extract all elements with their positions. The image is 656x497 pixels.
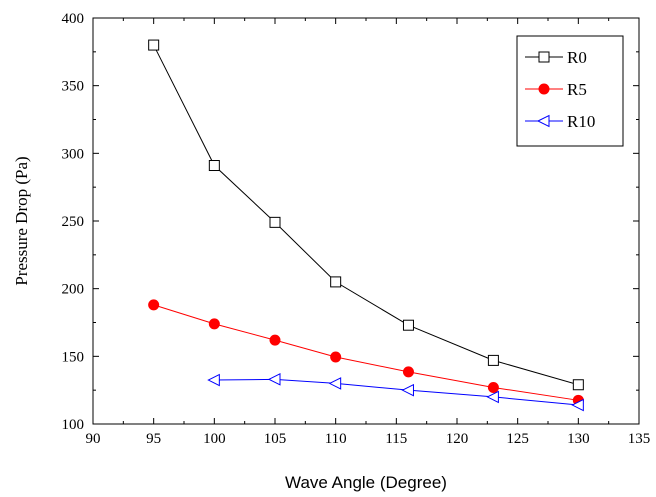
legend-label: R10: [567, 112, 595, 131]
data-point-r5: [402, 366, 414, 378]
x-tick-label: 135: [628, 431, 651, 447]
data-point-r5: [330, 351, 342, 363]
x-tick-label: 95: [146, 431, 161, 447]
x-tick-label: 115: [385, 431, 407, 447]
data-point-r0: [330, 276, 342, 288]
y-tick-label: 100: [62, 417, 85, 433]
legend-label: R5: [567, 80, 587, 99]
legend-item-r0: R0: [525, 48, 587, 67]
legend-item-r10: R10: [525, 112, 595, 131]
legend-marker: [538, 83, 550, 95]
y-tick-label: 350: [62, 79, 85, 95]
y-tick-label: 300: [62, 146, 85, 162]
legend-box: [516, 35, 624, 147]
legend: R0 R5 R10: [516, 35, 624, 147]
data-point-r0: [269, 216, 281, 228]
y-tick-label: 150: [62, 349, 85, 365]
data-point-r0: [208, 160, 220, 172]
data-point-r5: [487, 381, 499, 393]
y-tick-label: 400: [62, 11, 85, 27]
data-point-r5: [269, 334, 281, 346]
y-tick-label: 200: [62, 282, 85, 298]
data-point-r0: [148, 39, 160, 51]
y-axis: 100 150 200 250 300 350 400: [62, 11, 639, 433]
data-point-r0: [572, 379, 584, 391]
legend-item-r5: R5: [525, 80, 587, 99]
data-point-r0: [487, 354, 499, 366]
data-point-r10: [328, 377, 342, 390]
x-tick-label: 110: [325, 431, 347, 447]
x-tick-label: 105: [264, 431, 287, 447]
x-tick-label: 100: [203, 431, 226, 447]
x-axis: 90 95 100 105 110 115 120 125 130 135: [86, 18, 651, 447]
x-tick-label: 90: [86, 431, 101, 447]
y-axis-title: Pressure Drop (Pa): [12, 156, 31, 285]
legend-label: R0: [567, 48, 587, 67]
data-point-r10: [401, 383, 414, 397]
data-point-r0: [402, 319, 414, 331]
series-r10: [207, 373, 584, 412]
legend-marker: [538, 51, 550, 63]
legend-marker: [536, 114, 550, 128]
data-point-r10: [571, 398, 584, 412]
x-tick-label: 120: [446, 431, 469, 447]
series-line-r0: [153, 44, 579, 386]
data-point-r10: [207, 373, 220, 387]
series-line-r10: [214, 378, 579, 406]
series-r5: [148, 299, 584, 406]
series-layer: [148, 39, 584, 412]
data-point-r5: [208, 318, 220, 330]
x-axis-title: Wave Angle (Degree): [285, 473, 447, 492]
x-tick-label: 130: [567, 431, 590, 447]
data-point-r10: [486, 390, 499, 404]
y-tick-label: 250: [62, 214, 85, 230]
x-tick-label: 125: [506, 431, 529, 447]
series-r0: [148, 39, 584, 391]
data-point-r10: [267, 373, 281, 386]
data-point-r5: [148, 299, 160, 311]
